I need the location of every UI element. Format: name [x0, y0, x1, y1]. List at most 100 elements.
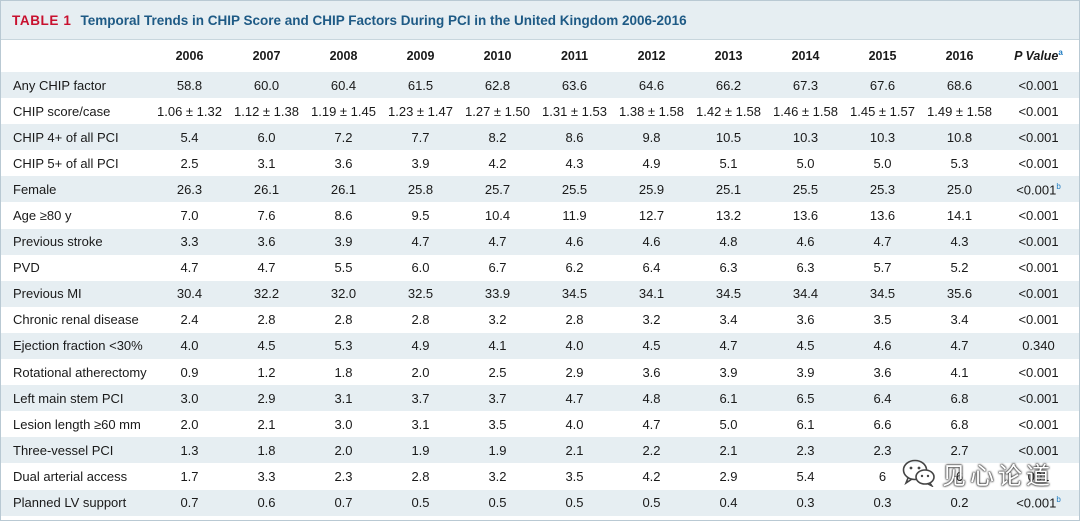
table-cell: 4.0	[536, 332, 613, 360]
table-cell: 1.45 ± 1.57	[850, 103, 915, 119]
table-row: Previous stroke 3.3 3.6 3.9 4.7 4.7 4.6 4.6 4.8 4…	[1, 228, 1079, 255]
table-cell: 4.6	[613, 228, 690, 255]
row-label: Planned LV support	[1, 489, 151, 516]
table-cell: 6.3	[796, 260, 815, 276]
p-value: 0.340	[1022, 338, 1055, 354]
table-cell: 3.0	[151, 385, 228, 412]
footnote-mark: b	[1056, 181, 1061, 191]
table-cell: 25.8	[382, 176, 459, 203]
table-cell: 25.1	[690, 176, 767, 203]
table-cell: 3.1	[411, 416, 430, 432]
table-cell: 2.1	[536, 437, 613, 464]
table-cell: 32.0	[305, 280, 382, 307]
p-value-footnote-mark: a	[1058, 48, 1063, 58]
row-label: CHIP 4+ of all PCI	[1, 124, 151, 151]
table-row: Lesion length ≥60 mm 2.0 2.1 3.0 3.1 3.5 4.0 4.…	[1, 411, 1079, 437]
table-cell: 1.3	[151, 437, 228, 464]
table-cell: 1.8	[334, 364, 353, 380]
table-cell: 3.0	[334, 416, 353, 432]
table-cell: 0.7	[305, 489, 382, 516]
table-cell: 26.3	[151, 176, 228, 203]
table-cell: 4.0	[151, 332, 228, 360]
table-row: Age ≥80 y 7.0 7.6 8.6 9.5 10.4 11.9 12.7 13.2 13.…	[1, 202, 1079, 228]
table-cell: 3.9	[719, 364, 738, 380]
table-cell: 2.8	[334, 312, 353, 328]
p-value: <0.001	[1016, 182, 1057, 198]
table-row: Any CHIP factor 58.8 60.0 60.4 61.5 62.8 63.6 6…	[1, 72, 1079, 99]
table-cell: 4.5	[613, 332, 690, 360]
table-cell: 6.8	[950, 416, 969, 432]
table-cell: 33.9	[459, 280, 536, 307]
column-header-2009: 2009	[382, 40, 459, 72]
table-cell: 5.4	[796, 468, 815, 484]
table-cell: 34.5	[844, 280, 921, 307]
table-cell: 5.3	[950, 155, 969, 171]
table-cell: 10.8	[921, 124, 998, 151]
table-cell: 4.6	[844, 332, 921, 360]
table-cell: 3.9	[305, 228, 382, 255]
table-cell: 5.0	[873, 155, 892, 171]
table-cell: 4.5	[228, 332, 305, 360]
table-cell: 6.4	[844, 385, 921, 412]
table-cell: 5.4	[151, 124, 228, 151]
table-cell: 60.0	[228, 72, 305, 99]
table-cell: 8.2	[459, 124, 536, 151]
header-blank	[1, 40, 151, 72]
table-cell: 7.7	[382, 124, 459, 151]
row-label: Any CHIP factor	[1, 72, 151, 99]
table-cell: 11.9	[562, 208, 587, 224]
table-cell: 10.3	[767, 124, 844, 151]
table-cell: 6	[955, 468, 964, 484]
table-cell: 8.6	[334, 208, 353, 224]
table-cell: 12.7	[638, 208, 665, 224]
table-cell: 6.1	[796, 416, 815, 432]
table-cell: 0.2	[921, 489, 998, 516]
table-cell: 5.0	[719, 416, 738, 432]
table-cell: 7.0	[180, 208, 199, 224]
row-label: PVD	[13, 260, 40, 276]
p-value-cell: <0.001	[998, 437, 1079, 464]
table-cell: 4.7	[536, 385, 613, 412]
table-cell: 0.5	[536, 489, 613, 516]
column-header-2007: 2007	[228, 40, 305, 72]
table-cell: 2.3	[844, 437, 921, 464]
table-cell: 3.7	[382, 385, 459, 412]
data-table: 2006 2007 2008 2009 2010 2011 2012 2013 2014 2015…	[1, 40, 1079, 516]
table-body: Any CHIP factor 58.8 60.0 60.4 61.5 62.8 63.6 6…	[1, 72, 1079, 516]
table-cell: 4.7	[180, 260, 199, 276]
table-cell: 6.4	[642, 260, 661, 276]
table-cell: 1.27 ± 1.50	[465, 103, 530, 119]
column-header-2013: 2013	[690, 40, 767, 72]
table-cell: 6.3	[719, 260, 738, 276]
row-label: CHIP score/case	[13, 103, 111, 119]
table-cell: 4.9	[382, 332, 459, 360]
table-row: Previous MI 30.4 32.2 32.0 32.5 33.9 34.5 34.1 3…	[1, 280, 1079, 307]
table-cell: 34.1	[613, 280, 690, 307]
table-cell: 6	[878, 468, 887, 484]
table-cell: 2.8	[411, 312, 430, 328]
table-cell: 2.8	[411, 468, 430, 484]
p-value: <0.001	[1018, 416, 1059, 432]
table-cell: 1.23 ± 1.47	[388, 103, 453, 119]
p-value-cell: <0.001	[998, 202, 1079, 228]
table-row: CHIP score/case 1.06 ± 1.32 1.12 ± 1.38 1.1…	[1, 98, 1079, 124]
table-row: Planned LV support 0.7 0.6 0.7 0.5 0.5 0.5 0.5 0…	[1, 489, 1079, 516]
table-cell: 5.1	[719, 155, 738, 171]
table-cell: 13.2	[715, 208, 742, 224]
p-value-cell: <0.001	[998, 98, 1079, 124]
table-cell: 25.0	[921, 176, 998, 203]
table-row: Dual arterial access 1.7 3.3 2.3 2.8 3.2 3.5 4.…	[1, 463, 1079, 489]
table-cell: 4.7	[690, 332, 767, 360]
table-cell: 10.3	[844, 124, 921, 151]
table-row: Female 26.3 26.1 26.1 25.8 25.7 25.5 25.9 25.1 25…	[1, 176, 1079, 203]
table-cell: 2.0	[180, 416, 199, 432]
table-cell: 32.2	[228, 280, 305, 307]
table-cell: 6.6	[873, 416, 892, 432]
table-cell: 68.6	[921, 72, 998, 99]
table-cell: 2.3	[767, 437, 844, 464]
table-cell: 3.1	[305, 385, 382, 412]
table-cell: 61.5	[382, 72, 459, 99]
table-cell: 6.2	[565, 260, 584, 276]
table-cell: 1.19 ± 1.45	[311, 103, 376, 119]
table-row: Chronic renal disease 2.4 2.8 2.8 2.8 3.2 2.8 3…	[1, 307, 1079, 333]
